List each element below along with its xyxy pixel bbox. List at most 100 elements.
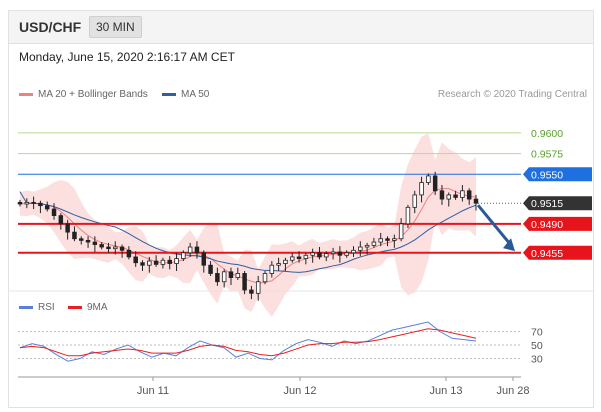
candle-bearish (153, 260, 159, 265)
candle-bullish (378, 238, 383, 243)
candle-bullish (181, 252, 186, 259)
candle-bearish (133, 256, 138, 264)
candle-bearish (119, 246, 125, 251)
candle-bullish (113, 246, 118, 250)
candle-bearish (38, 202, 43, 207)
level-label: 0.9550 (531, 169, 563, 181)
rsi-ma-swatch (68, 306, 82, 309)
rsi-level-label: 50 (531, 340, 543, 352)
forecast-arrow-shaft (476, 204, 513, 247)
candle-bearish (249, 289, 254, 294)
candle-bullish (405, 206, 411, 225)
candle-bearish (31, 201, 36, 204)
rsi-ma-legend: 9MA (68, 302, 108, 313)
level-tag (523, 245, 592, 260)
candle-bearish (51, 208, 57, 216)
candle-bullish (446, 194, 452, 200)
candle-bullish (358, 246, 363, 251)
level-label: 0.9600 (531, 128, 563, 140)
candle-bullish (310, 252, 315, 256)
candle-bearish (126, 249, 132, 258)
candle-bullish (262, 273, 268, 283)
candle-bullish (221, 271, 227, 283)
timeframe-button[interactable]: 30 MIN (89, 16, 142, 38)
candle-bullish (351, 249, 356, 254)
rsi-line (19, 321, 477, 362)
candle-bearish (453, 194, 458, 198)
ma50-swatch (162, 93, 176, 96)
level-label: 0.9515 (531, 198, 563, 210)
ma20-swatch (19, 93, 33, 96)
ma50-line (19, 191, 477, 273)
level-label: 0.9490 (531, 219, 563, 231)
candle-bullish (160, 259, 166, 265)
x-tick-label: Jun 28 (496, 385, 529, 397)
rsi-ma-legend-label: 9MA (87, 302, 108, 313)
chart-credit: Research © 2020 Trading Central (437, 89, 587, 100)
x-tick-label: Jun 12 (283, 385, 316, 397)
ma20-legend-label: MA 20 + Bollinger Bands (38, 89, 148, 100)
candle-bearish (106, 246, 111, 250)
candle-bearish (228, 271, 234, 278)
candle-bullish (289, 256, 295, 261)
candle-bullish (398, 223, 404, 240)
x-tick-label: Jun 13 (429, 385, 462, 397)
candle-bearish (439, 190, 445, 200)
current-price-tag (523, 196, 592, 211)
rsi-swatch (19, 306, 33, 309)
level-tag (523, 216, 592, 231)
candle-bullish (276, 263, 281, 266)
candle-bullish (344, 252, 349, 256)
rsi-ma-line (19, 328, 477, 357)
rsi-legend: RSI (19, 302, 55, 313)
candle-bullish (269, 264, 275, 274)
candle-bearish (215, 273, 220, 283)
candle-bullish (371, 241, 377, 246)
candle-bullish (187, 246, 193, 254)
candle-bullish (412, 194, 417, 208)
ma20-legend: MA 20 + Bollinger Bands (19, 89, 148, 100)
candle-bearish (85, 239, 91, 243)
ma50-legend: MA 50 (162, 89, 209, 100)
level-label: 0.9575 (531, 149, 563, 161)
candle-bearish (72, 231, 77, 240)
candle-bearish (242, 273, 247, 291)
candle-bearish (194, 246, 200, 254)
candle-bearish (473, 198, 479, 204)
candle-bullish (174, 258, 179, 264)
candle-bearish (44, 205, 50, 210)
candle-bullish (426, 175, 431, 183)
x-tick-label: Jun 11 (137, 385, 169, 397)
candle-bullish (330, 251, 336, 255)
candle-bearish (201, 252, 207, 266)
candle-bearish (466, 190, 472, 200)
candle-bearish (17, 201, 23, 205)
candle-bullish (24, 201, 30, 205)
candle-bullish (235, 273, 241, 279)
candle-bearish (317, 252, 322, 258)
candle-bullish (419, 182, 424, 196)
candle-bearish (58, 215, 64, 225)
candle-bearish (92, 241, 98, 245)
rsi-level-label: 30 (531, 354, 543, 366)
candle-bearish (337, 251, 343, 256)
candle-bearish (432, 175, 438, 192)
candle-bullish (303, 254, 309, 259)
candle-bearish (79, 238, 84, 241)
bollinger-band (20, 133, 476, 318)
candle-bullish (460, 190, 465, 198)
candle-bullish (324, 253, 329, 258)
candle-bearish (385, 238, 390, 241)
rsi-legend-label: RSI (38, 302, 55, 313)
candle-bearish (140, 262, 145, 266)
candle-bearish (65, 223, 70, 233)
candle-bearish (208, 264, 213, 274)
candle-bullish (147, 260, 152, 266)
chart-header: USD/CHF 30 MIN (9, 11, 593, 44)
level-label: 0.9455 (531, 248, 563, 260)
candle-bullish (364, 244, 370, 248)
currency-pair-title: USD/CHF (19, 19, 82, 35)
candle-bullish (255, 281, 261, 294)
rsi-level-label: 70 (531, 327, 543, 339)
